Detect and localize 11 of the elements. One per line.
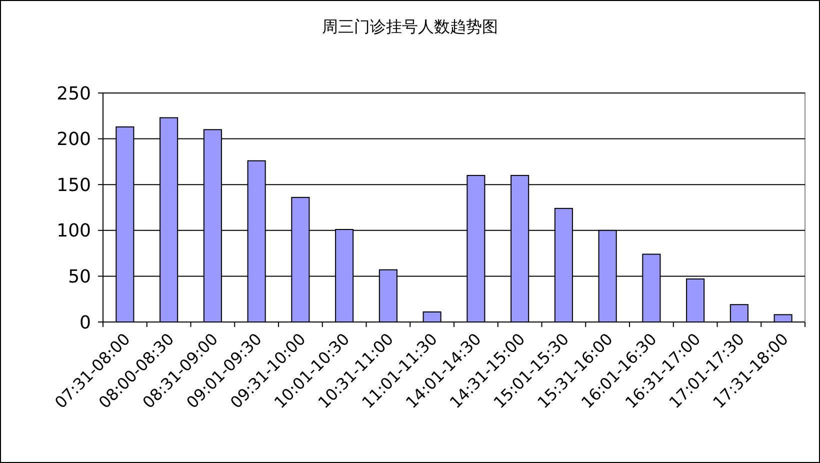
y-tick-label: 0 [80, 312, 91, 334]
y-tick-label: 100 [56, 220, 91, 242]
chart-title: 周三门诊挂号人数趋势图 [322, 17, 498, 36]
y-tick-label: 250 [56, 83, 91, 104]
y-tick-label: 50 [68, 266, 91, 288]
y-tick-label: 150 [56, 174, 91, 196]
bar [686, 278, 705, 322]
bar [422, 311, 442, 322]
bar [730, 304, 748, 322]
bar [774, 314, 792, 322]
y-tick-label: 200 [56, 129, 91, 150]
